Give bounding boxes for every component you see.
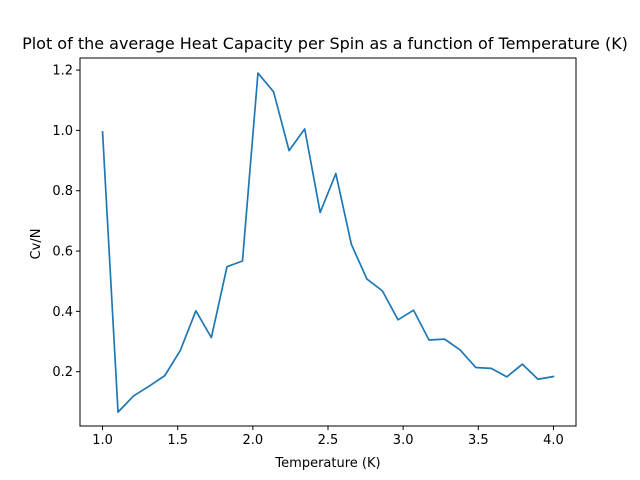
data-point bbox=[351, 243, 353, 245]
data-point bbox=[211, 337, 213, 339]
data-point bbox=[133, 395, 135, 397]
data-point bbox=[506, 376, 508, 378]
data-point bbox=[382, 290, 384, 292]
x-tick-label: 2.5 bbox=[318, 433, 339, 448]
x-tick-label: 1.5 bbox=[167, 433, 188, 448]
x-axis: 1.0 1.5 2.0 2.5 3.0 3.5 4.0 bbox=[92, 426, 564, 448]
data-point bbox=[553, 376, 555, 378]
y-tick-label: 0.2 bbox=[52, 365, 73, 380]
data-point bbox=[459, 349, 461, 351]
data-point bbox=[428, 339, 430, 341]
x-axis-label: Temperature (K) bbox=[274, 456, 380, 471]
data-point bbox=[242, 260, 244, 262]
data-point bbox=[257, 72, 259, 74]
x-tick-label: 2.0 bbox=[243, 433, 264, 448]
data-point bbox=[102, 131, 104, 133]
data-point bbox=[444, 338, 446, 340]
x-tick-label: 1.0 bbox=[92, 433, 113, 448]
y-axis: 0.2 0.4 0.6 0.8 1.0 1.2 bbox=[52, 64, 80, 380]
y-tick-label: 1.0 bbox=[52, 124, 73, 139]
data-point bbox=[366, 278, 368, 280]
data-point bbox=[490, 368, 492, 370]
plot-area bbox=[101, 72, 555, 413]
data-point bbox=[522, 363, 524, 365]
axes-frame bbox=[79, 57, 577, 427]
y-axis-label: Cv/N bbox=[29, 229, 44, 260]
data-point bbox=[335, 173, 337, 175]
data-point bbox=[226, 266, 228, 268]
data-point bbox=[179, 350, 181, 352]
x-tick-label: 3.5 bbox=[468, 433, 489, 448]
chart-title: Plot of the average Heat Capacity per Sp… bbox=[22, 34, 628, 53]
data-point bbox=[148, 385, 150, 387]
data-point bbox=[475, 367, 477, 369]
y-tick-label: 0.8 bbox=[52, 184, 73, 199]
y-tick-label: 1.2 bbox=[52, 64, 73, 79]
data-point bbox=[273, 91, 275, 93]
x-tick-label: 3.0 bbox=[393, 433, 414, 448]
data-point bbox=[537, 378, 539, 380]
data-point bbox=[413, 309, 415, 311]
series-line bbox=[101, 72, 555, 413]
y-tick-label: 0.4 bbox=[52, 305, 73, 320]
data-point bbox=[397, 319, 399, 321]
data-point bbox=[319, 212, 321, 214]
data-point bbox=[288, 150, 290, 152]
y-tick-label: 0.6 bbox=[52, 245, 73, 260]
data-point bbox=[117, 411, 119, 413]
data-point bbox=[304, 128, 306, 130]
data-point bbox=[164, 375, 166, 377]
x-tick-label: 4.0 bbox=[543, 433, 564, 448]
data-point bbox=[195, 310, 197, 312]
